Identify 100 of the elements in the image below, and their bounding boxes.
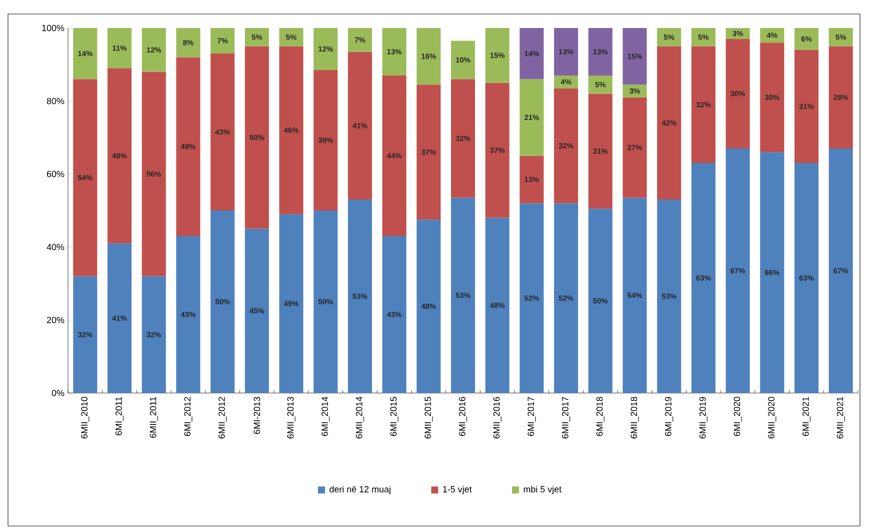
- bar: [142, 72, 166, 276]
- bar: [73, 79, 98, 276]
- bar: [176, 57, 200, 236]
- bar: [554, 88, 578, 204]
- x-tick-label: 6MII_2017: [562, 396, 570, 438]
- x-tick-label: 6MII_2020: [768, 396, 776, 438]
- y-tick-label: 40%: [46, 244, 64, 250]
- bar: [794, 163, 819, 393]
- x-tick-label: 6MI_2011: [115, 396, 124, 436]
- bar: [520, 79, 544, 156]
- x-tick-label: 6MII_2012: [218, 396, 227, 438]
- bar: [416, 220, 441, 393]
- bar: [73, 28, 98, 80]
- bar: [210, 28, 235, 54]
- bar: [726, 28, 750, 39]
- bar: [760, 42, 784, 152]
- bar: [176, 236, 200, 393]
- bar: [142, 28, 166, 72]
- bar: [314, 70, 338, 210]
- bar: [726, 38, 750, 148]
- y-tick-label: 20%: [46, 316, 64, 324]
- bar: [279, 214, 304, 393]
- bar: [244, 28, 269, 46]
- bar: [73, 276, 98, 393]
- bar: [108, 28, 132, 68]
- bar: [485, 82, 510, 218]
- x-tick-label: 6MI_2020: [734, 396, 742, 436]
- bar: [657, 28, 682, 46]
- bar: [416, 28, 441, 85]
- bar: [554, 75, 578, 88]
- x-tick-label: 6MII_2019: [699, 396, 708, 438]
- x-tick-label: 6MII_2011: [150, 396, 158, 438]
- bar: [520, 156, 544, 204]
- y-tick-label: 60%: [46, 170, 64, 178]
- bar: [382, 75, 406, 236]
- bar: [760, 152, 784, 393]
- bar: [485, 218, 510, 393]
- bar: [108, 243, 132, 393]
- x-tick-label: 6MII_2015: [424, 396, 433, 438]
- x-tick-label: 6MI_2018: [596, 396, 604, 436]
- x-tick-label: 6MII_2021: [836, 396, 845, 438]
- bar: [554, 28, 578, 76]
- x-tick-label: 6MII_2018: [630, 396, 639, 438]
- bar: [691, 163, 716, 393]
- bar: [450, 40, 476, 80]
- x-tick-label: 6MI_2017: [528, 396, 536, 436]
- bar: [348, 200, 372, 393]
- bar: [691, 28, 716, 46]
- y-tick-label: 80%: [46, 98, 64, 104]
- x-tick-label: 6MI_2014: [322, 396, 330, 436]
- bar: [794, 28, 819, 50]
- bar: [657, 200, 682, 393]
- bar: [588, 75, 612, 94]
- bar: [726, 148, 750, 393]
- bar: [348, 28, 372, 52]
- bar: [828, 148, 853, 393]
- bar: [314, 28, 338, 70]
- bar: [622, 198, 647, 393]
- x-tick-label: 6MI-2013: [254, 396, 260, 434]
- bar: [210, 210, 235, 393]
- bar: [382, 28, 406, 76]
- bar: [588, 28, 612, 76]
- x-tick-label: 6MII_2013: [287, 396, 296, 438]
- bar: [622, 97, 647, 198]
- x-tick-label: 6MII_2010: [81, 396, 90, 438]
- y-tick-label: 100%: [42, 24, 64, 32]
- bar: [520, 203, 544, 393]
- bar: [622, 84, 647, 98]
- bar: [416, 84, 441, 220]
- bar: [622, 28, 647, 85]
- bar: [450, 79, 476, 198]
- x-tick-label: 6MII_2016: [493, 396, 502, 438]
- bar: [794, 50, 819, 164]
- bar: [348, 52, 372, 200]
- x-tick-label: 6MI_2021: [802, 396, 811, 436]
- legend-label: deri në 12 muaj: [330, 486, 390, 494]
- bar: [760, 28, 784, 43]
- bar: [657, 46, 682, 200]
- bar: [450, 198, 476, 393]
- bar: [279, 46, 304, 214]
- x-tick-label: 6MI_2016: [458, 396, 468, 436]
- bar: [244, 46, 269, 229]
- bar: [244, 228, 269, 393]
- bar: [142, 276, 166, 393]
- bar: [176, 28, 200, 58]
- bar: [314, 210, 338, 393]
- y-tick-label: 0%: [52, 390, 64, 396]
- legend-label: 1-5 vjet: [443, 486, 472, 494]
- bar: [210, 54, 235, 210]
- bar: [828, 46, 853, 148]
- x-tick-label: 6MI_2019: [665, 396, 674, 436]
- x-tick-label: 6MII_2014: [356, 396, 364, 438]
- bar: [382, 236, 406, 393]
- bar: [520, 28, 544, 80]
- bar: [108, 68, 132, 244]
- bar: [588, 94, 612, 209]
- bar: [691, 46, 716, 164]
- x-tick-label: 6MI_2012: [184, 396, 192, 436]
- bar: [828, 28, 853, 46]
- x-tick-label: 6MI_2015: [390, 396, 398, 436]
